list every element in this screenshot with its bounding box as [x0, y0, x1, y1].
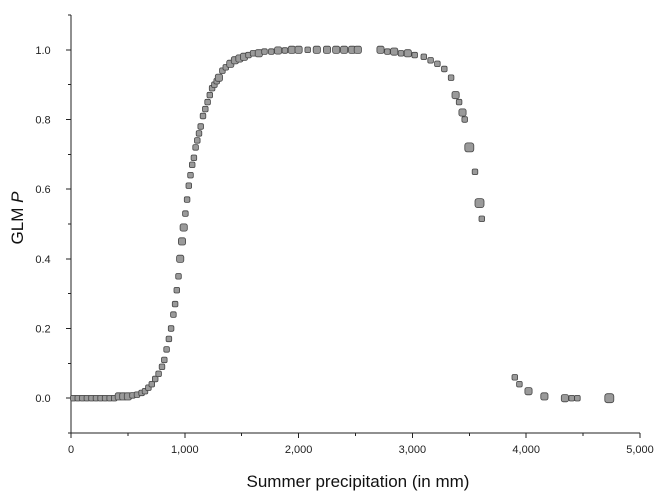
data-point	[204, 98, 211, 106]
data-point	[332, 45, 341, 54]
data-point	[384, 48, 391, 55]
data-point	[294, 45, 303, 54]
data-point	[190, 154, 198, 161]
data-point	[455, 98, 463, 106]
data-point	[427, 57, 434, 64]
data-point	[185, 182, 192, 189]
y-tick-label: 0.6	[35, 184, 50, 196]
data-point	[176, 254, 185, 263]
data-point	[206, 91, 213, 99]
data-point	[464, 142, 475, 153]
data-point	[322, 45, 331, 54]
data-point	[188, 161, 196, 168]
data-point	[447, 74, 455, 81]
data-point	[173, 286, 180, 294]
data-point	[287, 45, 296, 54]
x-tick-label: 5,000	[626, 444, 654, 456]
x-tick-label: 4,000	[512, 444, 540, 456]
data-point	[403, 49, 412, 58]
data-points	[70, 45, 615, 404]
data-point	[177, 237, 186, 246]
data-point	[458, 108, 467, 117]
data-point	[161, 356, 168, 364]
data-point	[434, 60, 441, 67]
data-point	[183, 196, 191, 203]
data-point	[268, 48, 275, 55]
data-point	[524, 387, 533, 396]
y-tick-label: 0.8	[35, 115, 50, 127]
data-point	[568, 394, 575, 402]
data-point	[274, 46, 283, 55]
x-tick-label: 2,000	[285, 444, 313, 456]
data-point	[175, 273, 182, 280]
data-point	[192, 144, 199, 151]
x-tick-label: 0	[68, 444, 74, 456]
data-point	[471, 168, 479, 175]
data-point	[474, 198, 485, 209]
data-point	[261, 48, 268, 55]
data-point	[441, 65, 448, 73]
data-point	[197, 123, 204, 130]
data-point	[397, 50, 405, 57]
data-point	[376, 45, 385, 54]
y-tick-label: 0.2	[35, 324, 50, 336]
data-point	[167, 325, 175, 332]
data-point	[461, 116, 468, 123]
data-point	[540, 392, 549, 401]
data-point	[411, 51, 418, 59]
data-point	[195, 130, 203, 137]
data-point	[420, 53, 427, 60]
data-point	[155, 370, 162, 377]
data-point	[171, 300, 179, 308]
data-point	[560, 394, 569, 403]
data-point	[179, 223, 188, 232]
data-point	[163, 346, 170, 353]
data-point	[511, 374, 518, 381]
x-tick-label: 1,000	[171, 444, 199, 456]
axes: 0 1,000 2,000 3,000 4,000 5,000 0.0 0.2 0.4 0.6 0.…	[35, 14, 654, 456]
data-point	[604, 393, 615, 404]
data-point	[312, 45, 321, 54]
data-point	[165, 335, 173, 343]
data-point	[304, 46, 311, 53]
data-point	[170, 311, 177, 318]
data-point	[199, 112, 207, 120]
y-tick-label: 0.0	[35, 393, 50, 405]
data-point	[516, 380, 523, 388]
data-point	[353, 45, 362, 54]
data-point	[214, 73, 223, 82]
data-point	[390, 47, 399, 56]
data-point	[148, 380, 155, 388]
y-tick-label: 1.0	[35, 45, 50, 57]
data-point	[451, 91, 460, 100]
data-point	[202, 105, 209, 113]
y-axis-title-italic: P	[8, 191, 27, 203]
data-point	[194, 137, 201, 144]
data-point	[478, 215, 485, 222]
data-point	[158, 363, 166, 370]
y-axis-title: GLM P	[8, 191, 27, 245]
y-axis-title-main: GLM	[8, 203, 27, 245]
data-point	[281, 47, 289, 54]
y-tick-label: 0.4	[35, 254, 50, 266]
data-point	[187, 171, 194, 179]
x-axis-title: Summer precipitation (in mm)	[247, 472, 470, 491]
data-point	[340, 45, 349, 54]
data-point	[182, 210, 189, 217]
x-tick-label: 3,000	[399, 444, 427, 456]
data-point	[151, 375, 159, 383]
data-point	[574, 394, 581, 402]
